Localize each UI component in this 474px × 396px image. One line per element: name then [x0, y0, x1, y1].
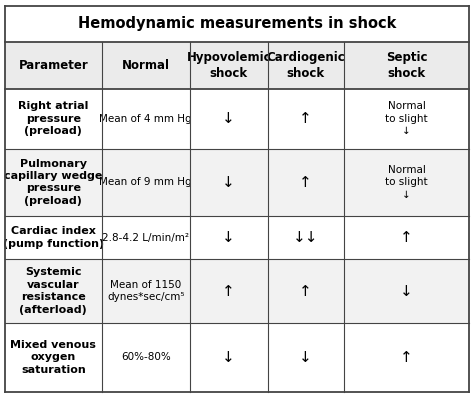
Text: Mean of 4 mm Hg: Mean of 4 mm Hg — [100, 114, 192, 124]
Bar — [5, 89, 469, 148]
Text: 2.8-4.2 L/min/m²: 2.8-4.2 L/min/m² — [102, 232, 189, 243]
Text: ↑: ↑ — [400, 350, 413, 365]
Text: Mean of 1150
dynes*sec/cm⁵: Mean of 1150 dynes*sec/cm⁵ — [107, 280, 184, 302]
Text: ↑: ↑ — [300, 111, 312, 126]
Text: Normal
to slight
↓: Normal to slight ↓ — [385, 165, 428, 200]
Text: ↑: ↑ — [300, 175, 312, 190]
Text: Parameter: Parameter — [18, 59, 88, 72]
Text: ↓: ↓ — [222, 350, 235, 365]
Text: Mean of 9 mm Hg: Mean of 9 mm Hg — [100, 177, 192, 187]
Text: ↑: ↑ — [300, 284, 312, 299]
Text: Systemic
vascular
resistance
(afterload): Systemic vascular resistance (afterload) — [19, 267, 87, 315]
Text: Normal: Normal — [122, 59, 170, 72]
Text: ↓↓: ↓↓ — [293, 230, 319, 245]
Text: Hemodynamic measurements in shock: Hemodynamic measurements in shock — [78, 16, 396, 31]
Bar — [5, 42, 469, 89]
Text: 60%-80%: 60%-80% — [121, 352, 171, 362]
Text: ↓: ↓ — [400, 284, 413, 299]
Text: Cardiac index
(pump function): Cardiac index (pump function) — [3, 227, 104, 249]
Text: Septic
shock: Septic shock — [386, 51, 427, 80]
Text: ↓: ↓ — [222, 230, 235, 245]
Text: ↓: ↓ — [300, 350, 312, 365]
Text: Pulmonary
capillary wedge
pressure
(preload): Pulmonary capillary wedge pressure (prel… — [4, 158, 102, 206]
Bar — [5, 216, 469, 259]
Text: ↓: ↓ — [222, 111, 235, 126]
Text: Hypovolemic
shock: Hypovolemic shock — [186, 51, 271, 80]
Text: ↓: ↓ — [222, 175, 235, 190]
Text: Normal
to slight
↓: Normal to slight ↓ — [385, 101, 428, 136]
Bar — [5, 259, 469, 323]
Text: Mixed venous
oxygen
saturation: Mixed venous oxygen saturation — [10, 340, 96, 375]
Text: Right atrial
pressure
(preload): Right atrial pressure (preload) — [18, 101, 89, 136]
Text: ↑: ↑ — [400, 230, 413, 245]
Bar — [5, 148, 469, 216]
Text: Cardiogenic
shock: Cardiogenic shock — [266, 51, 345, 80]
Bar — [5, 323, 469, 392]
Text: ↑: ↑ — [222, 284, 235, 299]
